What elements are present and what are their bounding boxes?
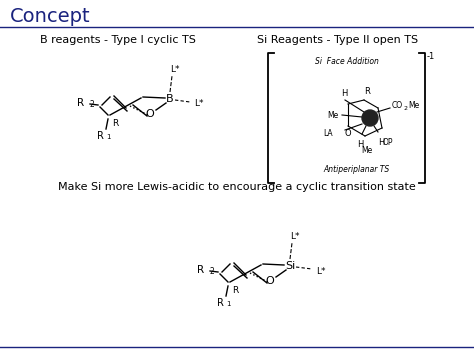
Text: L*: L* [194,99,203,109]
Text: R: R [197,265,204,275]
Text: Make Si more Lewis-acidic to encourage a cyclic transition state: Make Si more Lewis-acidic to encourage a… [58,182,416,192]
Text: Si: Si [285,261,295,271]
Text: Me: Me [328,110,339,120]
Text: O: O [345,130,352,138]
Text: L*: L* [170,65,180,74]
Text: R: R [112,119,118,128]
Text: H: H [357,140,363,149]
Text: 1: 1 [226,301,230,307]
Text: H: H [378,138,384,147]
Text: CO: CO [392,102,403,110]
Text: O: O [146,109,155,119]
Text: B: B [166,94,174,104]
Text: OP: OP [383,138,393,147]
Text: R: R [77,98,84,108]
Text: Me: Me [361,146,373,155]
Circle shape [362,110,378,126]
Text: -1: -1 [427,52,435,61]
Text: H: H [341,89,347,98]
Text: 2: 2 [404,105,408,110]
Text: L*: L* [316,267,326,275]
Text: R: R [232,286,238,295]
Text: Concept: Concept [10,7,91,26]
Text: R: R [364,87,370,96]
Text: L*: L* [290,232,300,241]
Text: O: O [265,276,274,286]
Text: Si Reagents - Type II open TS: Si Reagents - Type II open TS [257,35,419,45]
Text: 2: 2 [90,100,95,109]
Text: Si  Face Addition: Si Face Addition [315,57,378,66]
Text: Antiperiplanar TS: Antiperiplanar TS [323,165,390,174]
Text: B reagents - Type I cyclic TS: B reagents - Type I cyclic TS [40,35,196,45]
Text: 2: 2 [210,267,215,276]
Text: LA: LA [323,129,333,137]
Text: R: R [97,131,104,141]
Text: 1: 1 [106,134,110,140]
Text: R: R [217,298,224,308]
Text: Me: Me [408,102,419,110]
